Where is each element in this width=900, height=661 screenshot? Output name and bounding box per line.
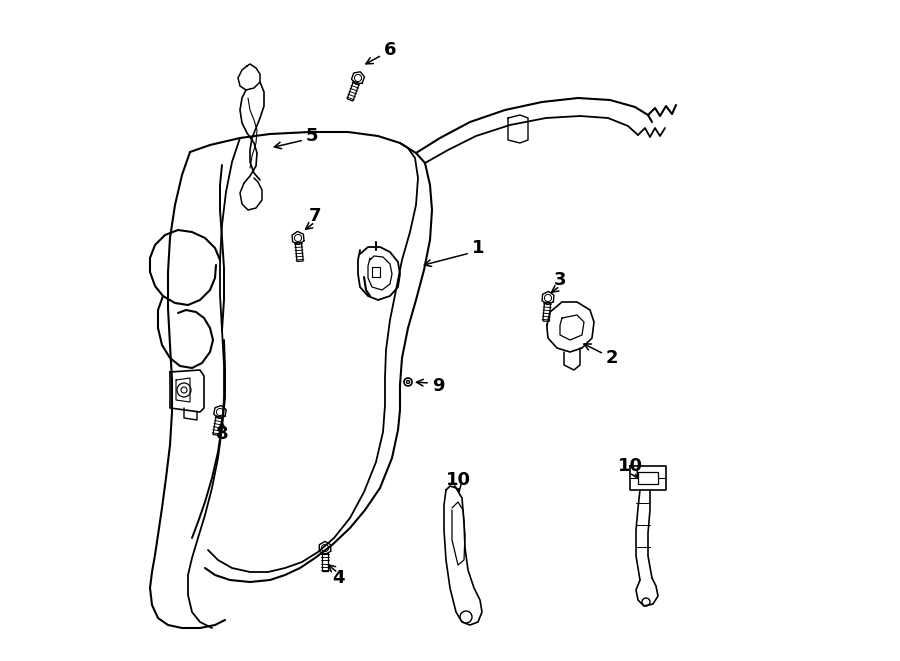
Text: 10: 10 [446,471,471,489]
Text: 9: 9 [432,377,445,395]
Text: 2: 2 [606,349,618,367]
Text: 5: 5 [306,127,319,145]
Text: 3: 3 [554,271,566,289]
Circle shape [407,381,410,383]
Text: 4: 4 [332,569,344,587]
Text: 1: 1 [472,239,484,257]
Text: 6: 6 [383,41,396,59]
Text: 10: 10 [617,457,643,475]
Text: 8: 8 [216,425,229,443]
Text: 7: 7 [309,207,321,225]
